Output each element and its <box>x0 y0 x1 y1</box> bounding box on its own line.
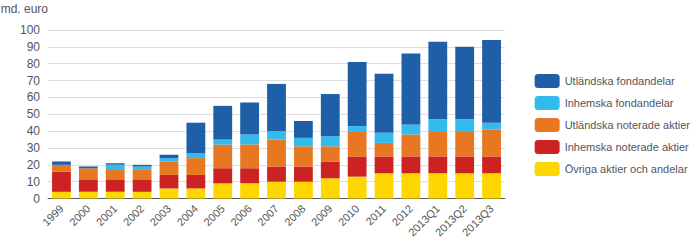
svg-text:90: 90 <box>27 40 41 54</box>
svg-text:10: 10 <box>27 175 41 189</box>
svg-text:2001: 2001 <box>94 202 120 228</box>
svg-text:Övriga aktier och andelar: Övriga aktier och andelar <box>565 163 688 175</box>
svg-text:md. euro: md. euro <box>1 2 49 16</box>
svg-text:2012: 2012 <box>389 202 416 229</box>
svg-text:70: 70 <box>27 74 41 88</box>
svg-text:100: 100 <box>20 23 40 37</box>
svg-text:20: 20 <box>27 158 41 172</box>
svg-text:2006: 2006 <box>228 202 254 228</box>
svg-text:2013Q2: 2013Q2 <box>432 202 469 239</box>
svg-text:2002: 2002 <box>121 202 147 228</box>
svg-text:Utländska fondandelar: Utländska fondandelar <box>565 75 675 87</box>
svg-text:80: 80 <box>27 57 41 71</box>
svg-text:2009: 2009 <box>309 202 335 228</box>
svg-text:50: 50 <box>27 107 41 121</box>
svg-text:2008: 2008 <box>282 202 308 228</box>
svg-text:2011: 2011 <box>363 202 388 227</box>
svg-text:1999: 1999 <box>40 202 66 228</box>
svg-text:0: 0 <box>33 192 40 206</box>
svg-text:Inhemska noterade aktier: Inhemska noterade aktier <box>565 141 689 153</box>
svg-text:2007: 2007 <box>255 202 281 228</box>
svg-text:2013Q1: 2013Q1 <box>405 202 442 239</box>
svg-text:Inhemska fondandelar: Inhemska fondandelar <box>565 97 674 109</box>
svg-text:2000: 2000 <box>67 202 93 228</box>
svg-text:30: 30 <box>27 141 41 155</box>
svg-text:2003: 2003 <box>147 202 173 228</box>
svg-text:2004: 2004 <box>174 202 200 228</box>
svg-text:2013Q3: 2013Q3 <box>460 202 496 238</box>
svg-text:2010: 2010 <box>336 202 362 228</box>
svg-text:40: 40 <box>27 124 41 138</box>
svg-text:2005: 2005 <box>201 202 227 228</box>
svg-text:Utländska noterade aktier: Utländska noterade aktier <box>565 119 691 131</box>
svg-text:60: 60 <box>27 90 41 104</box>
